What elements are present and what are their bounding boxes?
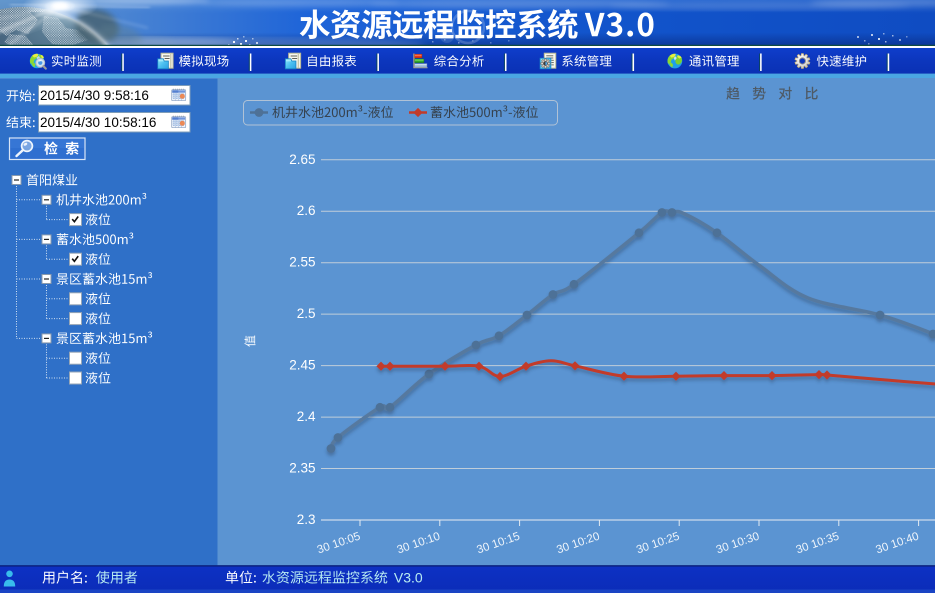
svg-text:2.45: 2.45 bbox=[289, 358, 315, 373]
svg-text:V3.0: V3.0 bbox=[394, 570, 423, 586]
svg-text:2.35: 2.35 bbox=[289, 461, 315, 476]
svg-text:2015/4/30 9:58:16: 2015/4/30 9:58:16 bbox=[40, 88, 149, 103]
svg-text:2.55: 2.55 bbox=[289, 255, 315, 270]
svg-text:2.6: 2.6 bbox=[297, 203, 316, 218]
svg-text:2.5: 2.5 bbox=[297, 306, 316, 321]
svg-text:2015/4/30 10:58:16: 2015/4/30 10:58:16 bbox=[40, 115, 156, 130]
svg-text:2.4: 2.4 bbox=[297, 409, 316, 424]
svg-text:2.65: 2.65 bbox=[289, 152, 315, 167]
svg-text:2.3: 2.3 bbox=[297, 512, 316, 527]
